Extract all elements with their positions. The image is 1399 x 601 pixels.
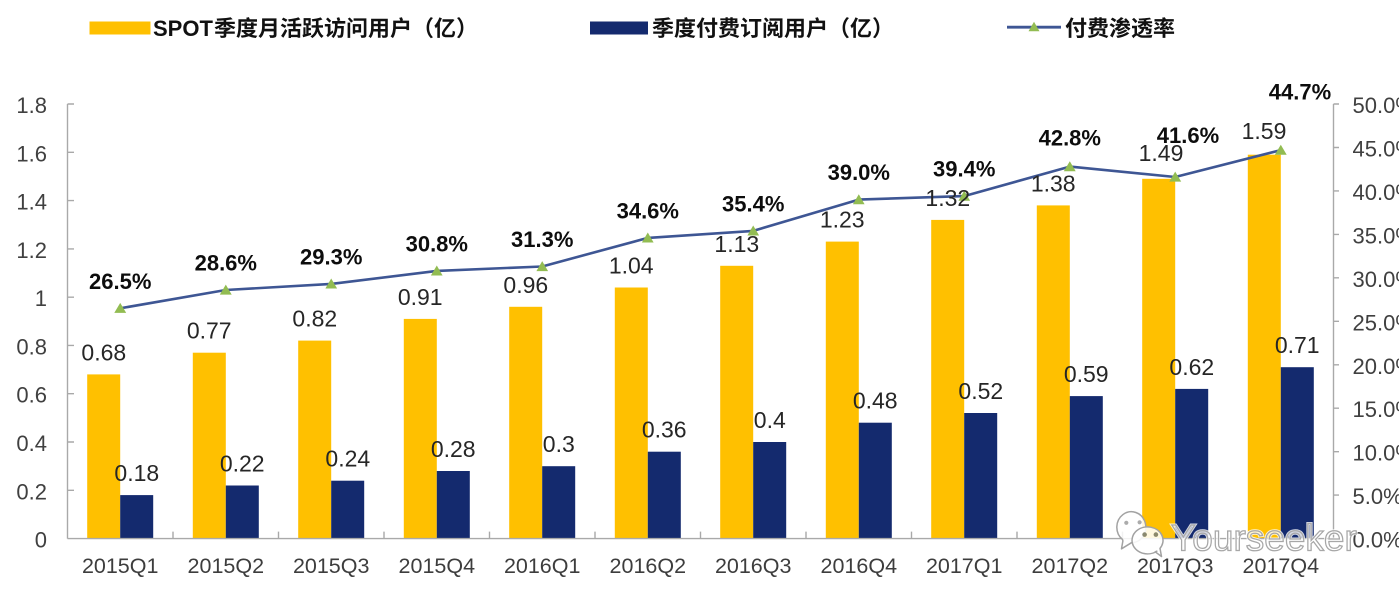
svg-text:2016Q4: 2016Q4 <box>821 554 898 578</box>
svg-text:0.24: 0.24 <box>325 446 370 472</box>
svg-text:25.0%: 25.0% <box>1353 310 1399 335</box>
svg-text:2015Q3: 2015Q3 <box>293 554 370 578</box>
svg-text:50.0%: 50.0% <box>1353 93 1399 118</box>
svg-text:0.62: 0.62 <box>1169 354 1214 380</box>
svg-text:0.4: 0.4 <box>754 407 786 433</box>
svg-text:1.6: 1.6 <box>16 141 47 166</box>
svg-text:28.6%: 28.6% <box>195 251 257 276</box>
svg-text:1.23: 1.23 <box>820 207 865 233</box>
svg-text:2016Q3: 2016Q3 <box>715 554 792 578</box>
svg-text:2017Q2: 2017Q2 <box>1032 554 1109 578</box>
svg-text:34.6%: 34.6% <box>617 198 679 223</box>
svg-text:0.59: 0.59 <box>1064 361 1109 387</box>
svg-text:0.82: 0.82 <box>292 306 337 332</box>
svg-text:0.6: 0.6 <box>16 383 47 408</box>
svg-text:5.0%: 5.0% <box>1353 484 1399 509</box>
svg-text:42.8%: 42.8% <box>1039 126 1101 151</box>
svg-text:30.0%: 30.0% <box>1353 267 1399 292</box>
svg-text:0.48: 0.48 <box>853 388 898 414</box>
svg-text:35.4%: 35.4% <box>722 191 784 216</box>
svg-text:1.32: 1.32 <box>925 185 970 211</box>
svg-text:0.18: 0.18 <box>114 460 159 486</box>
svg-text:0.8: 0.8 <box>16 334 47 359</box>
svg-text:0: 0 <box>35 528 47 553</box>
svg-text:0.52: 0.52 <box>958 378 1003 404</box>
svg-text:0.36: 0.36 <box>642 417 687 443</box>
svg-text:2015Q4: 2015Q4 <box>399 554 476 578</box>
svg-text:1.4: 1.4 <box>16 190 47 215</box>
svg-text:SPOT: SPOT <box>153 16 213 41</box>
svg-text:0.96: 0.96 <box>503 272 548 298</box>
svg-text:15.0%: 15.0% <box>1353 397 1399 422</box>
svg-text:0.3: 0.3 <box>543 431 575 457</box>
svg-text:2016Q2: 2016Q2 <box>610 554 687 578</box>
svg-text:29.3%: 29.3% <box>300 244 362 269</box>
svg-text:1.59: 1.59 <box>1242 118 1287 144</box>
svg-text:0.77: 0.77 <box>187 318 232 344</box>
svg-text:2015Q2: 2015Q2 <box>188 554 265 578</box>
svg-text:1.13: 1.13 <box>714 231 759 257</box>
svg-text:0.22: 0.22 <box>220 451 265 477</box>
svg-text:10.0%: 10.0% <box>1353 441 1399 466</box>
svg-text:41.6%: 41.6% <box>1157 123 1219 148</box>
svg-text:26.5%: 26.5% <box>89 269 151 294</box>
svg-text:30.8%: 30.8% <box>406 231 468 256</box>
svg-text:1: 1 <box>35 286 47 311</box>
svg-text:0.2: 0.2 <box>16 479 47 504</box>
svg-text:0.71: 0.71 <box>1275 332 1320 358</box>
svg-text:20.0%: 20.0% <box>1353 354 1399 379</box>
svg-text:1.04: 1.04 <box>609 253 654 279</box>
svg-text:1.8: 1.8 <box>16 93 47 118</box>
svg-text:39.0%: 39.0% <box>828 160 890 185</box>
svg-text:40.0%: 40.0% <box>1353 180 1399 205</box>
svg-text:0.4: 0.4 <box>16 431 47 456</box>
svg-text:2015Q1: 2015Q1 <box>82 554 159 578</box>
svg-text:39.4%: 39.4% <box>933 157 995 182</box>
svg-text:44.7%: 44.7% <box>1269 80 1331 105</box>
svg-text:31.3%: 31.3% <box>511 227 573 252</box>
svg-text:0.28: 0.28 <box>431 436 476 462</box>
svg-text:0.91: 0.91 <box>398 284 443 310</box>
svg-text:45.0%: 45.0% <box>1353 137 1399 162</box>
svg-text:35.0%: 35.0% <box>1353 223 1399 248</box>
svg-text:2016Q1: 2016Q1 <box>504 554 581 578</box>
svg-text:1.38: 1.38 <box>1031 170 1076 196</box>
svg-text:1.2: 1.2 <box>16 238 47 263</box>
svg-text:0.0%: 0.0% <box>1353 528 1399 553</box>
svg-text:2017Q1: 2017Q1 <box>926 554 1003 578</box>
svg-text:0.68: 0.68 <box>81 339 126 365</box>
svg-text:Yourseeker: Yourseeker <box>1171 518 1357 559</box>
